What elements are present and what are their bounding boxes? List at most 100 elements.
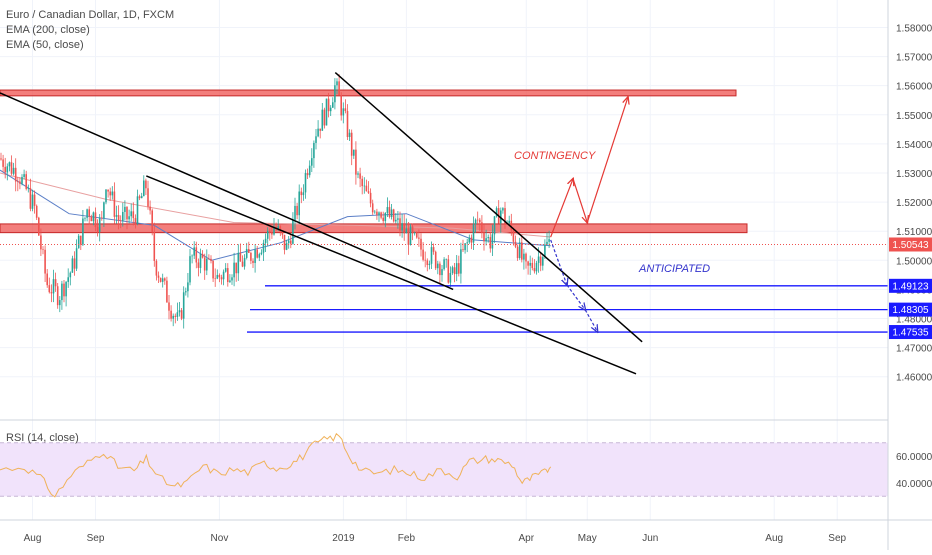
candle-body	[487, 237, 489, 239]
candle-body	[197, 262, 200, 268]
candle-body	[338, 81, 340, 96]
candle-body	[149, 206, 151, 211]
candle-body	[216, 274, 219, 279]
time-tick-label: 2019	[332, 533, 355, 544]
candle-body	[35, 205, 38, 218]
candle-body	[42, 249, 44, 250]
rsi-pane	[0, 432, 888, 498]
candle-body	[80, 235, 82, 245]
candle-body	[285, 243, 288, 250]
anticipated-arrow	[550, 239, 567, 285]
candle-body	[327, 98, 330, 112]
candle-body	[483, 232, 485, 242]
candle-body	[432, 247, 435, 252]
candle-body	[126, 206, 128, 220]
candle-body	[361, 178, 363, 187]
candle-body	[447, 259, 450, 283]
candle-body	[380, 212, 382, 218]
candle-body	[489, 237, 492, 249]
candle-body	[481, 222, 483, 233]
candle-body	[296, 205, 298, 216]
candle-body	[378, 212, 380, 215]
candle-body	[350, 132, 353, 156]
candle-body	[290, 240, 292, 244]
candle-body	[132, 211, 135, 219]
candle-body	[143, 180, 145, 197]
candle-body	[134, 218, 137, 224]
trendline	[146, 175, 637, 375]
candle-body	[395, 219, 397, 222]
rsi-legend: RSI (14, close)	[6, 432, 79, 444]
candle-body	[52, 279, 55, 294]
candle-body	[407, 228, 410, 245]
candle-body	[516, 246, 519, 259]
price-badge-box	[889, 278, 932, 293]
candle-body	[61, 283, 63, 301]
candle-body	[495, 208, 498, 217]
candle-body	[157, 275, 160, 278]
candle-body	[434, 251, 437, 269]
candle-body	[235, 262, 237, 274]
candle-body	[147, 188, 149, 207]
anticipated-arrow	[566, 284, 585, 310]
candle-body	[17, 181, 19, 183]
candle-body	[10, 162, 13, 174]
candle-body	[258, 254, 261, 258]
candle-body	[130, 211, 132, 217]
candle-body	[136, 196, 139, 224]
candle-body	[90, 216, 93, 222]
candle-body	[151, 210, 153, 232]
candle-body	[512, 230, 515, 242]
candle-body	[468, 237, 471, 243]
candle-body	[214, 278, 216, 280]
candle-body	[458, 263, 460, 274]
price-badge-s1: 1.49123	[889, 278, 932, 293]
candle-body	[439, 263, 441, 276]
candle-body	[224, 268, 227, 272]
candle-body	[437, 263, 439, 269]
candle-body	[445, 259, 447, 260]
candle-body	[4, 166, 6, 173]
ema-lines	[0, 169, 551, 261]
rsi-line	[0, 432, 552, 498]
candle-body	[96, 226, 99, 232]
candle-body	[203, 257, 206, 271]
candle-body	[548, 239, 550, 242]
candle-body	[31, 194, 34, 209]
candle-body	[266, 230, 269, 239]
candle-body	[426, 260, 429, 266]
candle-body	[8, 162, 11, 167]
candle-body	[220, 277, 223, 280]
price-tick-label: 1.55000	[896, 111, 932, 122]
price-badge-text: 1.50543	[892, 240, 929, 251]
candles	[0, 74, 550, 329]
candle-body	[332, 102, 334, 108]
candle-body	[237, 252, 240, 274]
candle-body	[172, 315, 174, 319]
price-badge-box	[889, 325, 932, 340]
candle-body	[371, 203, 374, 213]
candle-body	[409, 226, 412, 245]
candle-body	[302, 192, 305, 196]
candle-body	[88, 209, 90, 217]
time-tick-label: Feb	[398, 533, 416, 544]
resistance-zone	[0, 223, 748, 234]
candle-body	[40, 235, 42, 250]
candle-body	[518, 242, 521, 259]
candle-body	[397, 218, 399, 220]
candle-body	[98, 217, 101, 232]
candle-body	[283, 234, 286, 250]
candle-body	[73, 258, 76, 269]
candle-body	[92, 212, 95, 222]
candle-body	[140, 196, 143, 199]
candle-body	[231, 277, 233, 281]
candle-body	[399, 218, 401, 231]
price-tick-label: 1.51000	[896, 227, 932, 238]
candle-body	[340, 95, 342, 116]
candle-body	[353, 149, 355, 156]
candle-body	[292, 219, 294, 244]
candle-body	[533, 268, 536, 272]
candle-body	[311, 158, 313, 166]
time-tick-label: May	[578, 533, 597, 544]
